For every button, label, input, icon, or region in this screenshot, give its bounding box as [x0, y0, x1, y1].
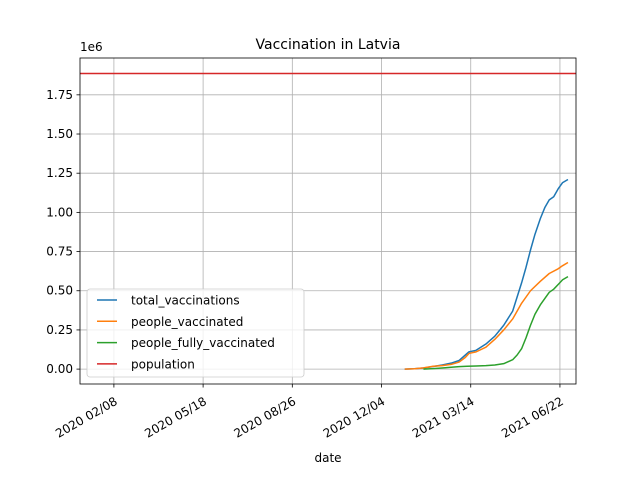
y-tick-label-7: 1.75 [46, 88, 73, 102]
x-axis-label: date [314, 451, 341, 465]
series-lines [80, 72, 576, 370]
legend-label-2: people_fully_vaccinated [131, 336, 275, 350]
y-tick-label-4: 1.00 [46, 205, 73, 219]
legend-box [86, 288, 305, 378]
plot-frame [79, 57, 577, 385]
y-tick-label-1: 0.25 [46, 323, 73, 337]
chart-title: Vaccination in Latvia [256, 37, 401, 53]
legend-label-3: population [131, 357, 195, 371]
y-tick-label-0: 0.00 [46, 362, 73, 376]
series-line-people-vaccinated [404, 261, 569, 370]
series-line-people-fully-vaccinated [423, 275, 569, 370]
legend: total_vaccinations people_vaccinatedpeopl… [86, 288, 305, 378]
legend-label-1: people_vaccinated [131, 315, 243, 329]
y-offset-label: 1e6 [80, 40, 103, 54]
y-tick-label-6: 1.50 [46, 127, 73, 141]
legend-label-0: total_vaccinations [131, 294, 240, 308]
y-tick-label-2: 0.50 [46, 284, 73, 298]
y-tick-label-5: 1.25 [46, 166, 73, 180]
y-tick-label-3: 0.75 [46, 245, 73, 259]
